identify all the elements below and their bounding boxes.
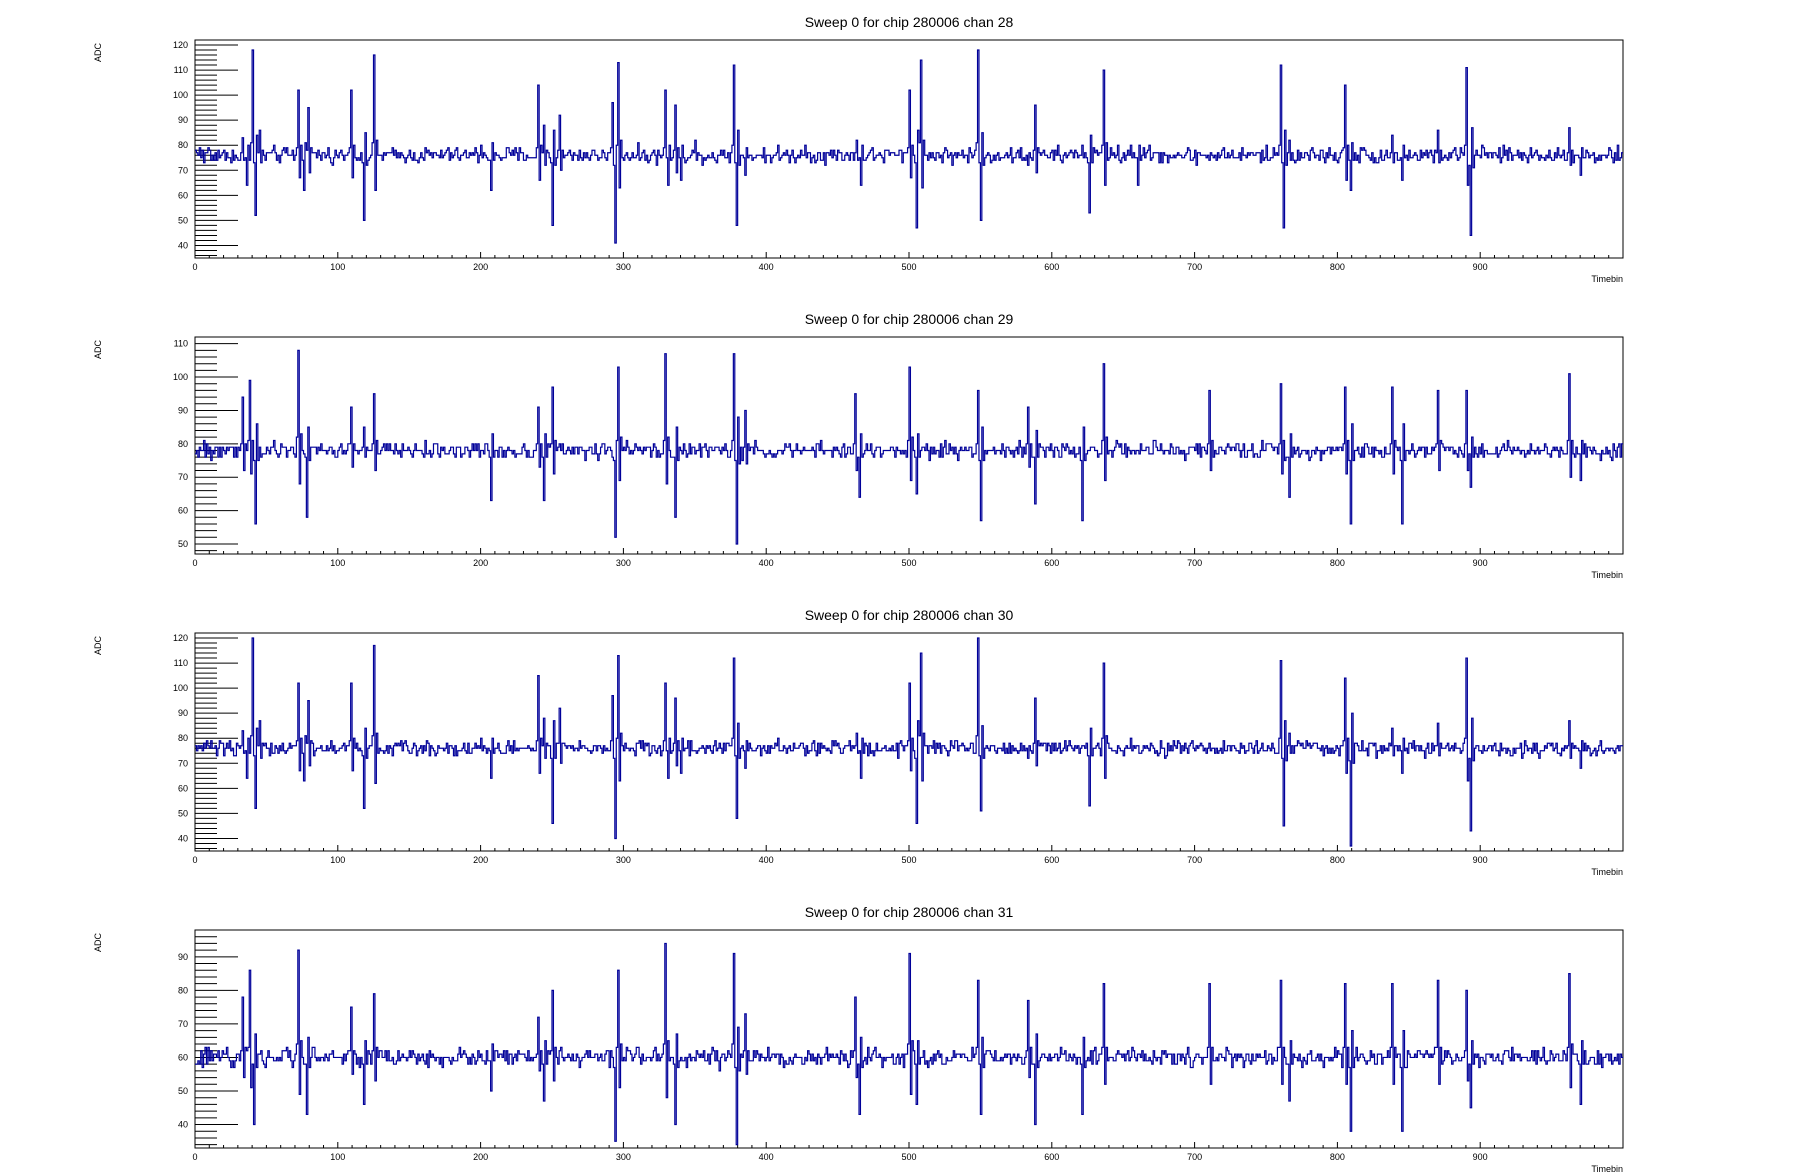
y-tick-label: 40 — [178, 240, 188, 250]
x-tick-label: 300 — [616, 262, 631, 272]
y-tick-label: 110 — [174, 65, 188, 75]
y-tick-label: 50 — [178, 215, 188, 225]
x-tick-label: 800 — [1330, 262, 1345, 272]
y-tick-label: 90 — [178, 952, 188, 962]
y-tick-label: 110 — [174, 658, 188, 668]
x-tick-label: 400 — [759, 558, 774, 568]
y-tick-label: 60 — [178, 190, 188, 200]
x-tick-label: 0 — [192, 558, 197, 568]
y-tick-label: 60 — [178, 1052, 188, 1062]
y-tick-label: 80 — [178, 733, 188, 743]
chart-title: Sweep 0 for chip 280006 chan 30 — [805, 607, 1014, 623]
series-line — [195, 349, 1623, 545]
x-axis-label: Timebin — [1591, 1164, 1623, 1172]
y-tick-label: 60 — [178, 506, 188, 516]
y-tick-label: 90 — [178, 708, 188, 718]
x-tick-label: 100 — [330, 558, 345, 568]
x-tick-label: 0 — [192, 1152, 197, 1162]
series-line — [195, 49, 1623, 244]
series-line — [195, 637, 1623, 847]
chart-panel-2: Sweep 0 for chip 280006 chan 30 ADC Timebi… — [93, 607, 1624, 877]
x-tick-label: 100 — [330, 855, 345, 865]
x-tick-label: 200 — [473, 1152, 488, 1162]
x-tick-label: 900 — [1473, 262, 1488, 272]
chart-title: Sweep 0 for chip 280006 chan 31 — [805, 904, 1014, 920]
y-tick-label: 90 — [178, 405, 188, 415]
y-tick-label: 60 — [178, 783, 188, 793]
chart-panel-3: Sweep 0 for chip 280006 chan 31 ADC Timebi… — [93, 904, 1624, 1172]
plot-frame — [194, 632, 1624, 852]
x-tick-label: 0 — [192, 262, 197, 272]
x-axis-label: Timebin — [1591, 570, 1623, 580]
x-tick-label: 100 — [330, 1152, 345, 1162]
x-tick-label: 800 — [1330, 558, 1345, 568]
x-tick-label: 300 — [616, 855, 631, 865]
x-tick-label: 500 — [901, 1152, 916, 1162]
x-tick-label: 800 — [1330, 1152, 1345, 1162]
y-tick-label: 70 — [178, 165, 188, 175]
y-axis-label: ADC — [93, 933, 103, 953]
y-tick-label: 50 — [178, 1086, 188, 1096]
x-tick-label: 100 — [330, 262, 345, 272]
x-tick-label: 900 — [1473, 855, 1488, 865]
y-tick-label: 100 — [173, 372, 188, 382]
x-tick-label: 600 — [1044, 855, 1059, 865]
chart-panel-0: Sweep 0 for chip 280006 chan 28 ADC Timebi… — [93, 14, 1624, 284]
y-tick-label: 50 — [178, 539, 188, 549]
x-tick-label: 400 — [759, 1152, 774, 1162]
y-tick-label: 80 — [178, 140, 188, 150]
x-tick-label: 700 — [1187, 558, 1202, 568]
x-tick-label: 600 — [1044, 262, 1059, 272]
x-tick-label: 900 — [1473, 1152, 1488, 1162]
x-tick-label: 500 — [901, 558, 916, 568]
y-tick-label: 90 — [178, 115, 188, 125]
y-tick-label: 100 — [173, 683, 188, 693]
series-line — [195, 942, 1623, 1146]
x-tick-label: 700 — [1187, 1152, 1202, 1162]
x-tick-label: 200 — [473, 558, 488, 568]
y-tick-label: 70 — [178, 758, 188, 768]
y-tick-label: 110 — [174, 339, 188, 349]
x-tick-label: 300 — [616, 1152, 631, 1162]
y-tick-label: 100 — [173, 90, 188, 100]
y-tick-label: 50 — [178, 808, 188, 818]
x-tick-label: 200 — [473, 855, 488, 865]
x-tick-label: 0 — [192, 855, 197, 865]
x-tick-label: 400 — [759, 262, 774, 272]
x-tick-label: 800 — [1330, 855, 1345, 865]
chart-panel-1: Sweep 0 for chip 280006 chan 29 ADC Timebi… — [93, 311, 1624, 580]
y-axis-label: ADC — [93, 340, 103, 360]
x-tick-label: 200 — [473, 262, 488, 272]
x-tick-label: 900 — [1473, 558, 1488, 568]
x-tick-label: 500 — [901, 855, 916, 865]
x-axis-label: Timebin — [1591, 274, 1623, 284]
y-tick-label: 80 — [178, 439, 188, 449]
y-tick-label: 70 — [178, 472, 188, 482]
y-tick-label: 40 — [178, 833, 188, 843]
y-axis-label: ADC — [93, 43, 103, 63]
y-tick-label: 70 — [178, 1019, 188, 1029]
y-tick-label: 40 — [178, 1120, 188, 1130]
plot-frame — [194, 39, 1624, 259]
x-tick-label: 500 — [901, 262, 916, 272]
x-tick-label: 600 — [1044, 1152, 1059, 1162]
x-tick-label: 700 — [1187, 262, 1202, 272]
y-tick-label: 120 — [173, 633, 188, 643]
x-axis-label: Timebin — [1591, 867, 1623, 877]
x-tick-label: 300 — [616, 558, 631, 568]
y-tick-label: 120 — [173, 40, 188, 50]
chart-title: Sweep 0 for chip 280006 chan 28 — [805, 14, 1014, 30]
chart-title: Sweep 0 for chip 280006 chan 29 — [805, 311, 1014, 327]
y-tick-label: 80 — [178, 985, 188, 995]
x-tick-label: 700 — [1187, 855, 1202, 865]
x-tick-label: 600 — [1044, 558, 1059, 568]
y-axis-label: ADC — [93, 636, 103, 656]
x-tick-label: 400 — [759, 855, 774, 865]
